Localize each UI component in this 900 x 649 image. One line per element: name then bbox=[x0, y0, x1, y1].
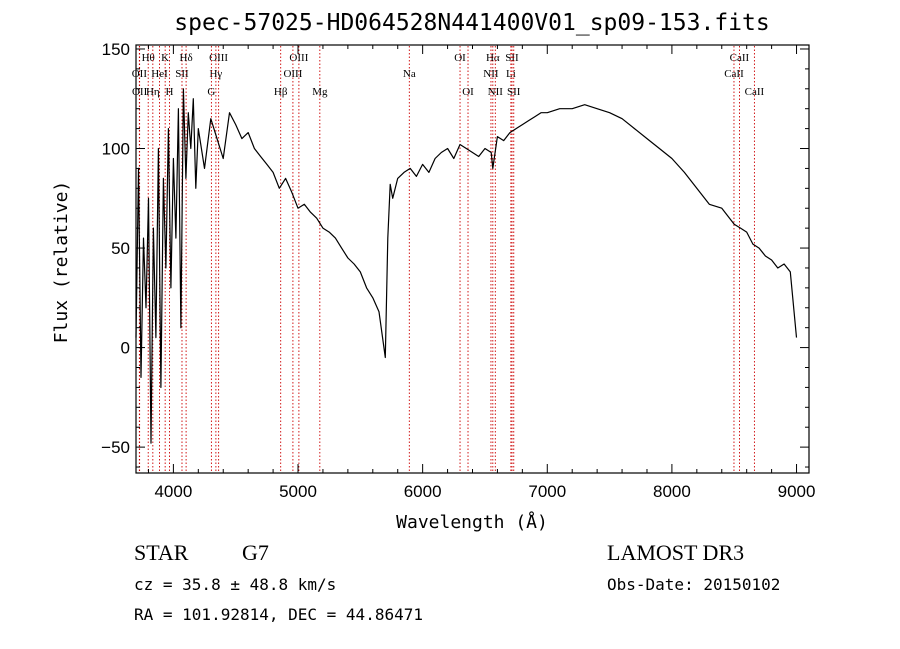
y-tick-label: 100 bbox=[102, 140, 130, 159]
line-marker-label: CaII bbox=[724, 68, 744, 80]
spectrum-line bbox=[135, 88, 798, 444]
line-marker-label: OIII bbox=[289, 52, 308, 64]
line-marker-label: SII bbox=[505, 52, 519, 64]
x-tick-label: 8000 bbox=[653, 482, 691, 501]
x-axis-label: Wavelength (Å) bbox=[396, 511, 548, 533]
y-tick-label: 50 bbox=[111, 239, 130, 258]
line-marker-label: Na bbox=[403, 68, 416, 80]
line-marker-label: SII bbox=[175, 68, 189, 80]
line-marker-label: G bbox=[207, 86, 215, 98]
x-tick-label: 7000 bbox=[528, 482, 566, 501]
line-marker-label: Hβ bbox=[274, 86, 288, 98]
line-marker-label: CaII bbox=[730, 52, 750, 64]
spectrum-series bbox=[135, 88, 798, 444]
line-marker-label: Hα bbox=[486, 52, 500, 64]
survey-name: LAMOST DR3 bbox=[607, 540, 744, 565]
line-marker-label: Hγ bbox=[209, 68, 222, 80]
line-marker-label: SII bbox=[507, 86, 521, 98]
line-marker-label: NII bbox=[488, 86, 504, 98]
line-marker-label: Hδ bbox=[180, 52, 193, 64]
line-marker-label: Mg bbox=[312, 86, 328, 98]
line-marker-label: Li bbox=[506, 68, 516, 80]
line-marker-label: K bbox=[161, 52, 169, 64]
line-marker-label: NII bbox=[483, 68, 499, 80]
y-axis-label: Flux (relative) bbox=[51, 181, 72, 344]
x-tick-label: 9000 bbox=[778, 482, 816, 501]
plot-frame bbox=[135, 44, 810, 474]
object-class: STAR bbox=[134, 540, 189, 565]
line-marker-label: OI bbox=[454, 52, 466, 64]
y-tick-label: 0 bbox=[121, 339, 130, 358]
x-tick-label: 4000 bbox=[154, 482, 192, 501]
line-marker-label: OIII bbox=[283, 68, 302, 80]
obs-date: Obs-Date: 20150102 bbox=[607, 575, 780, 594]
y-tick-label: −50 bbox=[101, 438, 130, 457]
line-marker-label: OIII bbox=[209, 52, 228, 64]
redshift-cz: cz = 35.8 ± 48.8 km/s bbox=[134, 575, 336, 594]
x-tick-label: 6000 bbox=[404, 482, 442, 501]
y-axis-ticks: −50 0 50 100 150 bbox=[101, 40, 809, 468]
line-marker-label: H bbox=[166, 86, 174, 98]
ra-dec: RA = 101.92814, DEC = 44.86471 bbox=[134, 605, 423, 624]
line-marker-label: HeI bbox=[151, 68, 168, 80]
line-marker-label: OI bbox=[462, 86, 474, 98]
x-axis-ticks: 4000 5000 6000 7000 8000 9000 bbox=[147, 45, 816, 501]
chart-title: spec-57025-HD064528N441400V01_sp09-153.f… bbox=[174, 10, 769, 36]
x-tick-label: 5000 bbox=[279, 482, 317, 501]
line-marker-label: Hη bbox=[146, 86, 160, 98]
line-marker-label: CaII bbox=[745, 86, 765, 98]
line-marker-label: Hθ bbox=[142, 52, 155, 64]
y-tick-label: 150 bbox=[102, 40, 130, 59]
object-subclass: G7 bbox=[242, 540, 269, 565]
